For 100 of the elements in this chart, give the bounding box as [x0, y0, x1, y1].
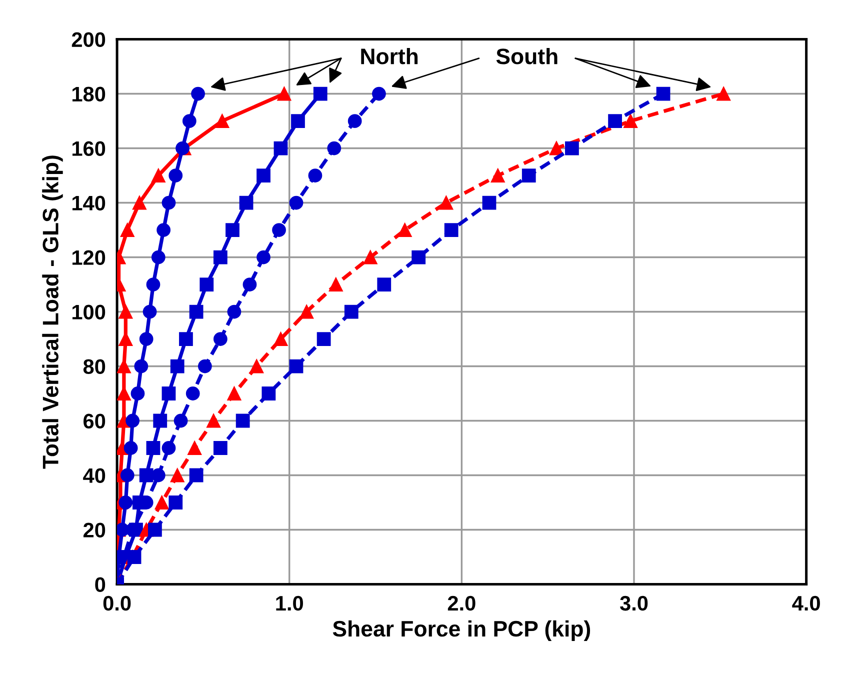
point	[134, 359, 148, 374]
point	[565, 141, 579, 156]
point	[490, 168, 505, 182]
annotation: South	[496, 48, 558, 64]
point	[188, 441, 202, 455]
point	[348, 114, 362, 128]
y-tick-label: 100	[72, 304, 106, 320]
x-axis-title: Shear Force in PCP (kip)	[332, 620, 590, 642]
point	[300, 304, 314, 319]
point	[274, 332, 288, 346]
point	[132, 196, 146, 210]
point	[146, 278, 160, 292]
point	[412, 250, 426, 264]
point	[236, 414, 250, 428]
point	[154, 496, 169, 510]
point	[117, 386, 131, 400]
point	[256, 168, 270, 182]
y-tick-label: 180	[72, 86, 106, 102]
point	[191, 86, 205, 101]
point	[213, 250, 228, 264]
point	[206, 414, 220, 428]
point	[176, 141, 190, 156]
point	[344, 304, 358, 319]
point	[139, 468, 154, 482]
point	[328, 278, 343, 292]
x-tick-label: 0.0	[103, 596, 131, 611]
point	[550, 141, 564, 156]
point	[363, 250, 378, 264]
point	[213, 441, 228, 455]
point	[146, 441, 160, 455]
point	[444, 223, 458, 237]
point	[291, 114, 305, 128]
point	[156, 223, 171, 237]
point	[151, 250, 166, 264]
point	[118, 332, 133, 346]
point	[162, 386, 176, 400]
point	[168, 496, 183, 510]
point	[439, 196, 454, 210]
point	[189, 304, 204, 319]
point	[142, 304, 157, 319]
y-tick-label: 140	[72, 196, 106, 211]
point	[118, 496, 133, 510]
point	[151, 168, 166, 182]
point	[215, 114, 230, 128]
point	[182, 114, 196, 128]
y-tick-label: 120	[72, 250, 106, 266]
point	[262, 386, 276, 400]
y-tick-label: 60	[84, 414, 106, 429]
point	[239, 196, 254, 210]
point	[226, 223, 240, 237]
point	[242, 278, 257, 292]
point	[162, 196, 176, 210]
point	[227, 304, 242, 319]
y-tick-label: 0	[95, 577, 106, 592]
y-tick-label: 40	[83, 468, 106, 484]
point	[313, 86, 328, 101]
point	[272, 223, 286, 237]
point	[130, 386, 145, 400]
point	[289, 359, 304, 374]
x-tick-label: 3.0	[620, 596, 648, 611]
point	[522, 168, 536, 182]
point	[250, 359, 264, 374]
point	[213, 332, 228, 346]
point	[289, 196, 304, 210]
point	[120, 223, 134, 237]
point	[179, 332, 193, 346]
annotation: North	[361, 48, 418, 64]
y-tick-label: 20	[83, 522, 106, 538]
point	[170, 468, 184, 482]
x-tick-label: 1.0	[276, 596, 303, 611]
point	[308, 168, 322, 182]
point	[189, 468, 204, 482]
point	[153, 414, 168, 428]
y-tick-label: 200	[72, 32, 106, 48]
point	[168, 168, 183, 182]
point	[482, 196, 496, 210]
point	[608, 114, 622, 128]
point	[124, 441, 138, 455]
point	[126, 414, 140, 428]
point	[200, 278, 214, 292]
point	[624, 114, 638, 128]
point	[656, 86, 670, 101]
point	[372, 86, 386, 101]
point	[327, 141, 342, 156]
point	[716, 86, 731, 101]
y-tick-label: 160	[72, 141, 106, 156]
point	[139, 332, 154, 346]
point	[198, 359, 212, 374]
x-tick-label: 2.0	[448, 596, 476, 611]
y-tick-label: 80	[83, 359, 106, 374]
point	[186, 386, 200, 400]
point	[256, 250, 270, 264]
point	[277, 86, 292, 101]
point	[398, 223, 412, 237]
point	[274, 141, 288, 156]
x-tick-label: 4.0	[792, 596, 820, 611]
point	[377, 278, 392, 292]
y-axis-title: Total Vertical Load - GLS (kip)	[42, 156, 63, 469]
point	[148, 522, 162, 537]
point	[174, 414, 188, 428]
